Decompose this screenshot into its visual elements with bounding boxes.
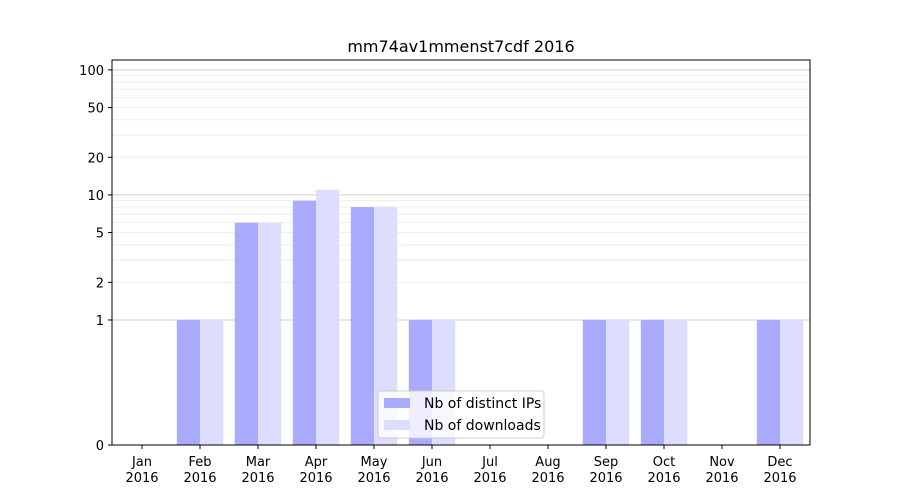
x-tick-label-month: Jun	[421, 455, 442, 470]
bar-distinct-ips	[350, 207, 374, 445]
x-tick-label-month: Nov	[709, 455, 735, 470]
y-tick-label: 1	[96, 314, 104, 329]
x-axis: Jan2016Feb2016Mar2016Apr2016May2016Jun20…	[125, 445, 797, 486]
bar-distinct-ips	[756, 319, 780, 445]
y-tick-label: 100	[79, 64, 104, 79]
bar-downloads	[200, 319, 224, 445]
x-tick-label-month: Jan	[131, 455, 152, 470]
x-tick-label-month: Sep	[594, 455, 619, 470]
x-tick-label-year: 2016	[647, 471, 680, 486]
bar-downloads	[374, 207, 398, 445]
x-tick-label-month: Dec	[767, 455, 792, 470]
bar-distinct-ips	[640, 319, 664, 445]
x-tick-label-month: Feb	[188, 455, 211, 470]
bar-distinct-ips	[234, 222, 258, 445]
y-axis: 0 1 2 5 10 20 50 100	[79, 64, 112, 454]
x-tick-label-year: 2016	[357, 471, 390, 486]
chart-title: mm74av1mmenst7cdf 2016	[347, 37, 574, 56]
legend-label-downloads: Nb of downloads	[424, 418, 541, 434]
bar-downloads	[316, 189, 340, 445]
bar-distinct-ips	[582, 319, 606, 445]
x-tick-label-year: 2016	[299, 471, 332, 486]
y-tick-label: 5	[96, 227, 104, 242]
x-tick-label-year: 2016	[763, 471, 796, 486]
bar-distinct-ips	[292, 200, 316, 445]
x-tick-label-year: 2016	[589, 471, 622, 486]
legend-label-distinct-ips: Nb of distinct IPs	[424, 396, 541, 412]
plot-frame	[111, 59, 811, 446]
legend-swatch-downloads	[384, 420, 410, 430]
x-tick-label-year: 2016	[531, 471, 564, 486]
x-tick-label-month: Oct	[653, 455, 675, 470]
x-tick-label-year: 2016	[125, 471, 158, 486]
y-tick-label: 2	[96, 276, 104, 291]
x-tick-label-year: 2016	[473, 471, 506, 486]
legend-swatch-distinct-ips	[384, 398, 410, 408]
bar-distinct-ips	[176, 319, 200, 445]
y-tick-label: 0	[96, 439, 104, 454]
bar-downloads	[606, 319, 630, 445]
x-tick-label-year: 2016	[241, 471, 274, 486]
bar-downloads	[664, 319, 688, 445]
x-tick-label-year: 2016	[415, 471, 448, 486]
y-tick-label: 20	[87, 151, 104, 166]
x-tick-label-year: 2016	[705, 471, 738, 486]
grid-layer	[112, 69, 810, 321]
y-tick-label: 10	[87, 189, 104, 204]
bar-downloads	[780, 319, 804, 445]
x-tick-label-month: Jul	[481, 455, 498, 470]
x-tick-label-month: Aug	[535, 455, 560, 470]
legend: Nb of distinct IPs Nb of downloads	[377, 390, 545, 439]
bars-layer	[176, 189, 804, 445]
x-tick-label-month: May	[361, 455, 388, 470]
x-tick-label-year: 2016	[183, 471, 216, 486]
x-tick-label-month: Apr	[305, 455, 328, 470]
y-tick-label: 50	[87, 102, 104, 117]
bar-downloads	[258, 222, 282, 445]
legend-box	[377, 390, 545, 439]
x-tick-label-month: Mar	[246, 455, 271, 470]
